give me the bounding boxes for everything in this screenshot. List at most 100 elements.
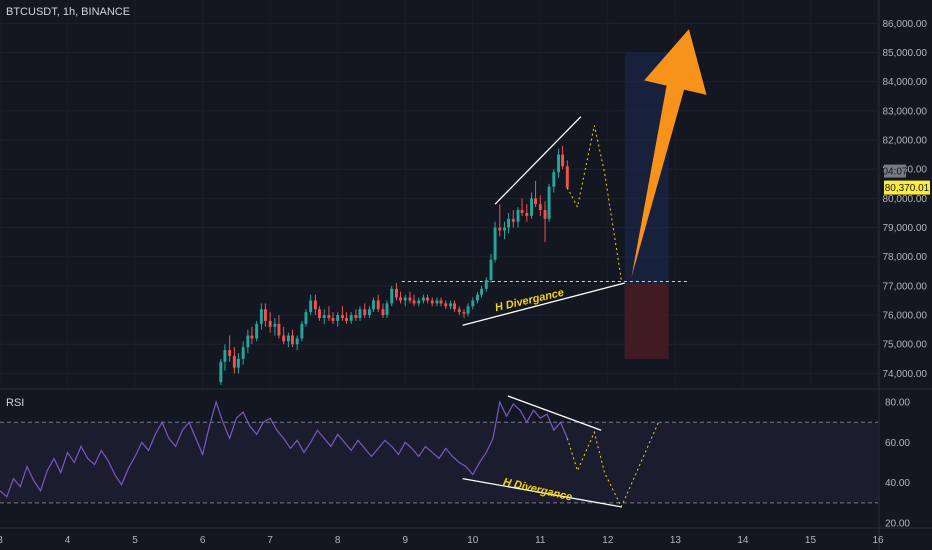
candle-body [498,227,502,231]
projection-path [566,125,622,281]
price-tick-label: 82,000.00 [883,136,928,147]
candle-body [385,303,389,316]
price-tick-label: 85,000.00 [883,48,928,59]
candle-body [246,335,250,348]
candle-body [367,309,371,316]
candle-body [538,204,542,211]
candle-body [426,297,429,301]
divergence-label: H Divergance [494,287,565,315]
candle-body [286,335,290,342]
candle-body [507,218,511,228]
candle-body [552,172,556,187]
candle-body [484,280,488,289]
candle-body [313,300,317,310]
candle-body [422,297,425,301]
price-tick-label: 78,000.00 [883,252,928,263]
candle-body [435,300,439,304]
candle-body [565,166,569,188]
candle-body [340,315,344,318]
rsi-panel [0,400,878,504]
candle-body [331,317,335,321]
candle-body [304,312,308,324]
time-tick-label: 4 [65,535,71,546]
time-tick-label: 8 [335,535,341,546]
time-tick-label: 11 [535,535,546,546]
rsi-label: RSI [6,397,25,409]
candle-body [236,358,240,368]
rsi-axis: 20.00 40.00 60.00 80.00 [885,398,910,530]
candle-body [290,335,294,345]
candle-body [372,300,375,310]
rsi-tick-label: 80.00 [885,398,910,409]
price-tick-label: 84,000.00 [883,77,928,88]
price-drawings: H Divergance [462,29,707,326]
time-tick-label: 12 [602,535,614,546]
candles [219,145,569,386]
time-tick-label: 3 [0,535,3,546]
candle-body [273,323,277,327]
candle-body [363,309,367,316]
candle-body [228,350,232,356]
candle-body [399,297,402,301]
symbol-label: BTCUSDT, 1h, BINANCE [6,6,131,18]
candle-body [277,323,281,336]
candle-body [462,312,466,314]
price-tick-label: 75,000.00 [883,340,928,351]
candle-body [327,315,331,318]
candle-body [417,300,421,304]
price-tick-label: 83,000.00 [883,106,928,117]
candle-body [295,338,299,345]
candle-body [322,315,326,318]
stop-zone [624,282,669,359]
price-tick-label: 80,000.00 [883,194,928,205]
candle-body [259,309,263,324]
candle-body [309,300,313,313]
price-tick-label: 74,000.00 [883,369,928,380]
countdown-tag [884,164,906,178]
rsi-tick-label: 60.00 [885,438,910,449]
candle-body [255,323,259,339]
last-price-tag [884,180,930,195]
candle-body [381,309,385,316]
candle-body [444,303,448,307]
candle-body [480,288,484,295]
candle-body [219,361,223,383]
candle-body [439,300,443,304]
candle-body [489,259,493,281]
candle-body [543,210,547,219]
time-axis: 3 4 5 6 7 8 9 10 11 12 13 14 15 16 [0,535,884,546]
rsi-tick-label: 40.00 [885,478,910,489]
candle-body [449,303,452,307]
trendline [494,116,582,205]
price-tick-label: 86,000.00 [883,19,928,30]
candle-body [561,154,565,167]
candle-body [250,335,254,339]
time-tick-label: 7 [267,535,273,546]
candle-body [457,309,461,313]
candle-body [317,309,321,318]
time-tick-label: 6 [200,535,206,546]
rsi-projection-path [566,422,659,509]
candle-body [282,335,286,342]
rsi-trendline [507,395,602,431]
candle-body [557,154,561,173]
candle-body [453,303,456,310]
price-tick-label: 77,000.00 [883,281,928,292]
candle-body [354,315,358,318]
candle-body [349,315,353,321]
price-tick-label: 79,000.00 [883,223,928,234]
trendline [462,282,625,326]
candle-body [476,294,479,301]
rsi-line [0,400,568,498]
candle-body [403,297,407,301]
candle-body [471,300,475,307]
candle-body [511,218,515,222]
time-tick-label: 15 [805,535,817,546]
candle-body [530,198,533,216]
candle-body [394,288,398,298]
candle-body [263,309,267,321]
time-tick-label: 9 [402,535,408,546]
time-tick-label: 16 [872,535,884,546]
